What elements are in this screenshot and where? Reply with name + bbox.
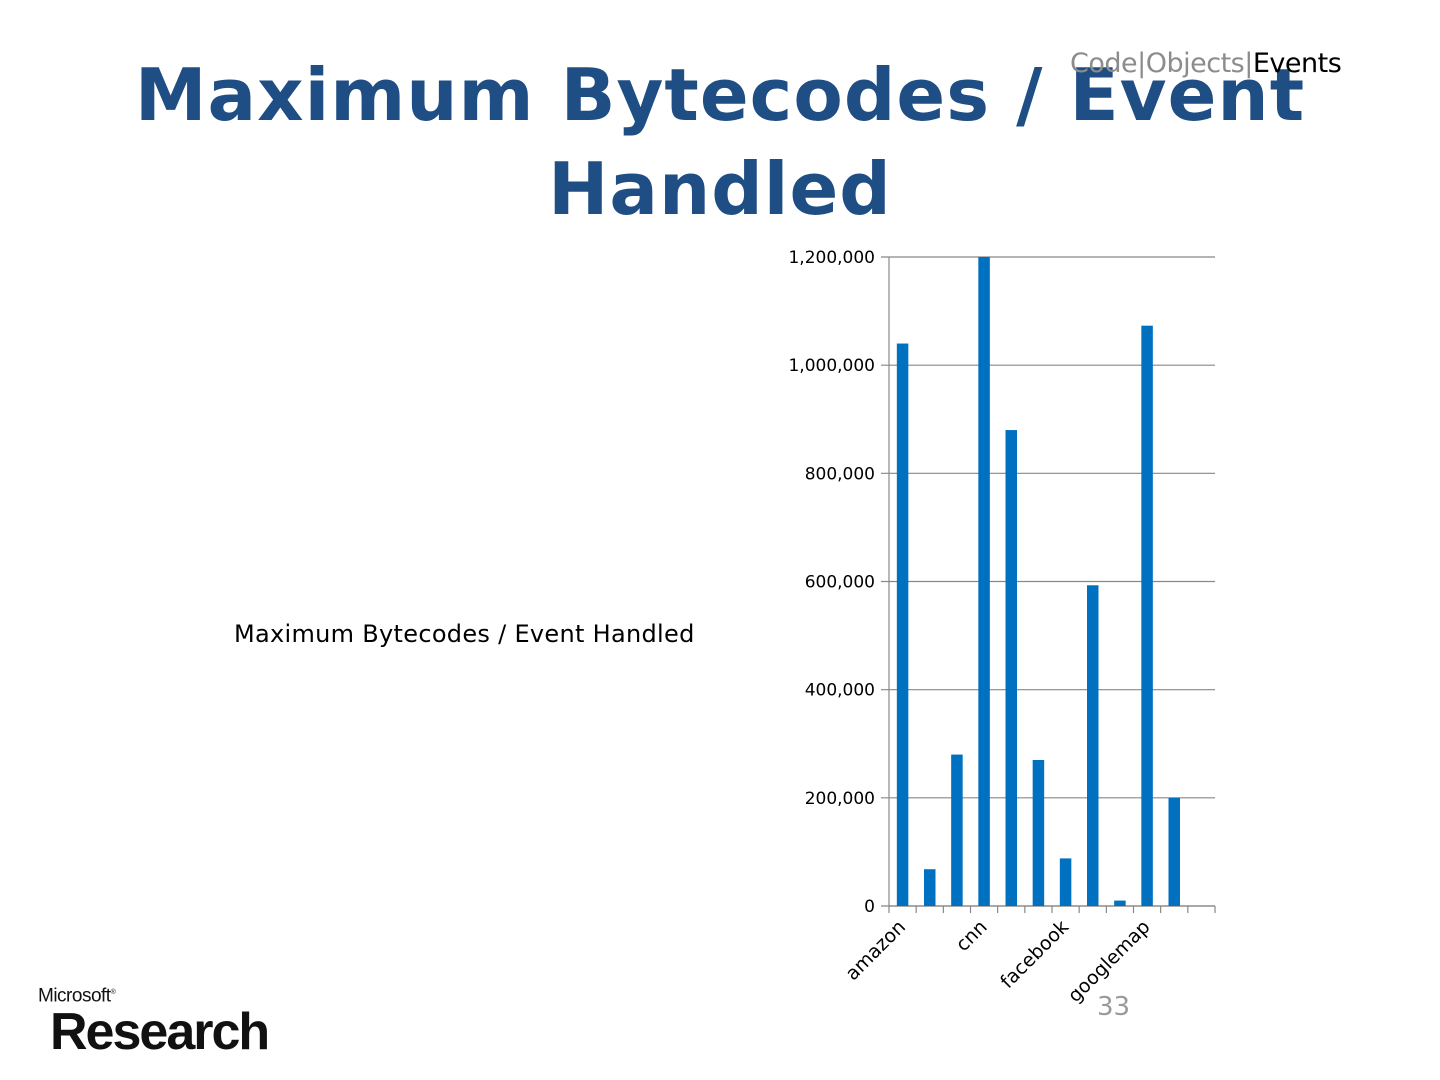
y-tick-label: 1,200,000 — [788, 248, 875, 268]
breadcrumb: Code|Objects|Events — [1070, 46, 1342, 82]
bar — [951, 754, 963, 906]
x-tick-label: cnn — [952, 916, 992, 956]
bar — [1005, 430, 1017, 906]
y-tick-label: 800,000 — [805, 464, 875, 484]
breadcrumb-separator: | — [1244, 48, 1253, 79]
slide-title: Maximum Bytecodes / Event Handled — [134, 53, 1306, 231]
bar — [1168, 797, 1180, 906]
bar — [978, 257, 990, 906]
breadcrumb-item-code[interactable]: Code — [1070, 48, 1138, 79]
x-tick-label: facebook — [996, 916, 1073, 993]
bar — [1141, 325, 1153, 907]
breadcrumb-item-events[interactable]: Events — [1252, 48, 1342, 79]
breadcrumb-separator: | — [1137, 48, 1146, 79]
logo-research-text: Research — [50, 1003, 270, 1062]
bar — [1087, 585, 1099, 906]
bar — [1032, 759, 1045, 906]
logo-microsoft-text: Microsoft® — [38, 985, 116, 1007]
bar — [896, 343, 909, 906]
chart-series-label: Maximum Bytecodes / Event Handled — [234, 620, 695, 648]
bar — [1114, 900, 1126, 906]
bar — [924, 869, 936, 906]
y-tick-label: 200,000 — [805, 789, 875, 809]
bar — [1059, 858, 1072, 906]
y-tick-label: 600,000 — [805, 573, 875, 593]
microsoft-research-logo: Microsoft® Research — [38, 983, 270, 1062]
breadcrumb-item-objects[interactable]: Objects — [1145, 48, 1245, 79]
y-tick-label: 400,000 — [805, 681, 875, 701]
slide-number: 33 — [1097, 992, 1131, 1022]
x-tick-label: amazon — [841, 916, 910, 985]
y-tick-label: 0 — [864, 897, 875, 917]
y-tick-label: 1,000,000 — [788, 356, 875, 376]
